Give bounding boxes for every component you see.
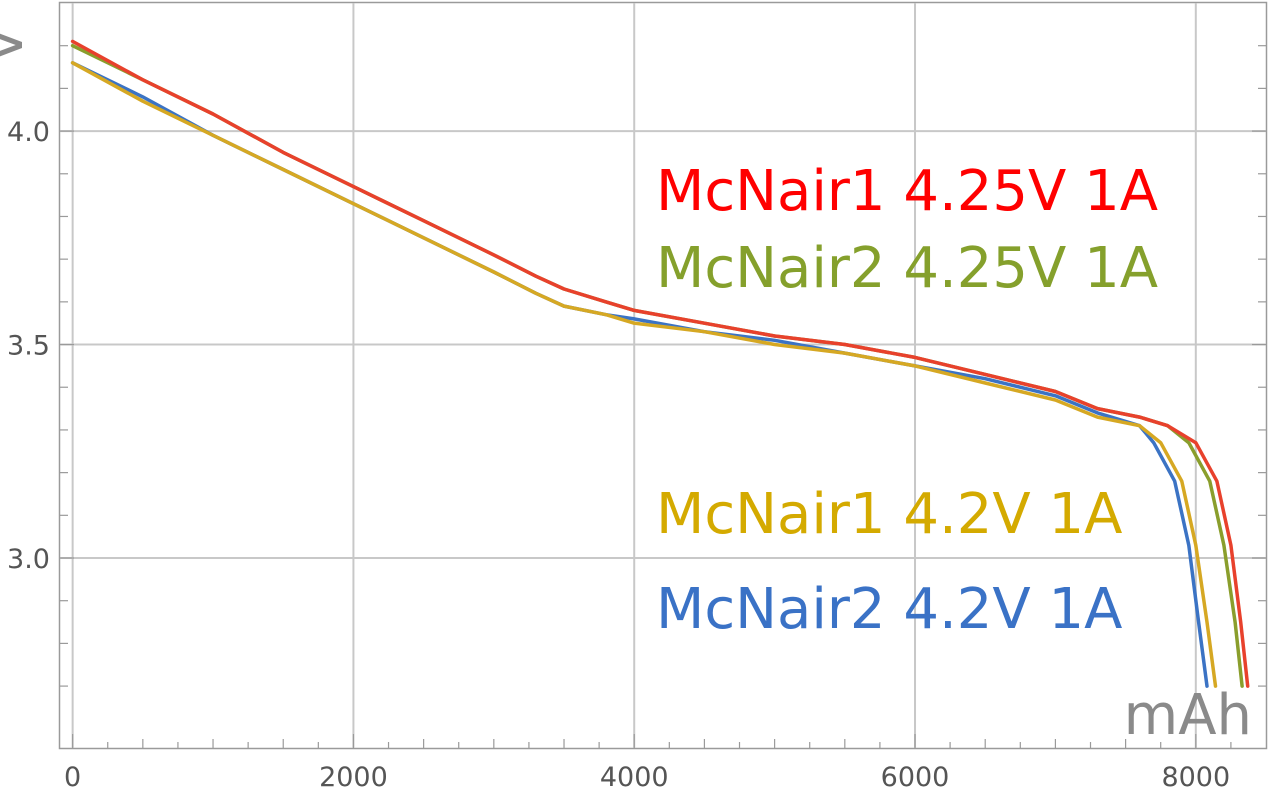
series-lines: [70, 39, 1250, 688]
y-tick-label: 3.0: [7, 544, 50, 575]
series-line-3: [70, 61, 1218, 688]
plot-frame: [58, 1, 1268, 750]
legend-label-series-1: McNair1 4.25V 1A: [656, 159, 1158, 224]
x-tick-label: 8000: [1161, 762, 1230, 793]
x-axis-unit-label: mAh: [1124, 683, 1252, 748]
grid-lines: [60, 3, 1266, 748]
legend-label-series-2: McNair2 4.25V 1A: [656, 236, 1158, 301]
series-line-1: [70, 39, 1250, 688]
x-tick-label: 6000: [881, 762, 950, 793]
axis-ticks: [60, 45, 1266, 748]
y-axis-unit-label: V: [0, 26, 35, 63]
x-tick-label: 4000: [600, 762, 669, 793]
legend-label-series-3: McNair1 4.2V 1A: [656, 482, 1122, 547]
x-tick-label: 2000: [319, 762, 388, 793]
y-tick-label: 3.5: [7, 331, 50, 362]
x-tick-label: 0: [64, 762, 81, 793]
legend-label-series-4: McNair2 4.2V 1A: [656, 577, 1122, 642]
y-tick-label: 4.0: [7, 117, 50, 148]
tick-labels: 0 2000 4000 6000 8000 3.0 3.5 4.0: [7, 117, 1230, 793]
